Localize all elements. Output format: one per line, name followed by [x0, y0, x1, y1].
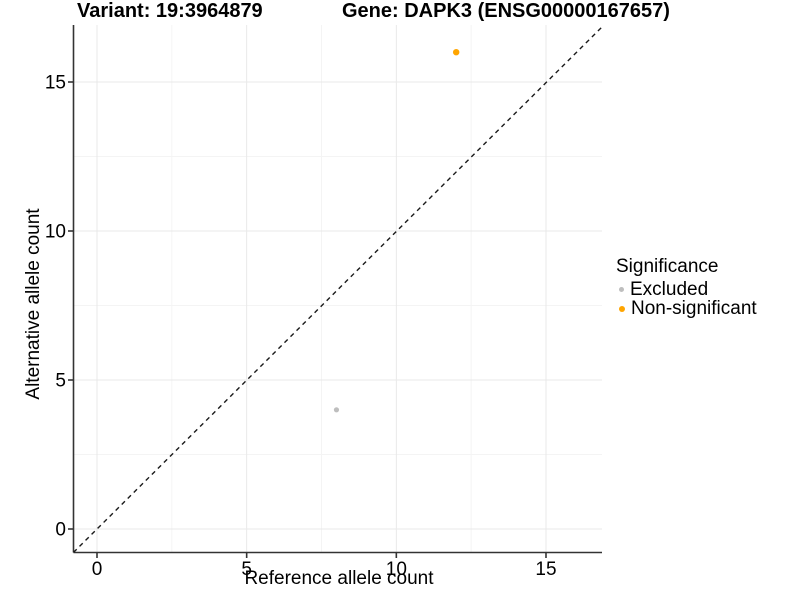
legend-dot-icon — [619, 287, 624, 292]
identity-dashed-line — [73, 26, 603, 553]
legend-title: Significance — [616, 256, 719, 277]
x-axis-title: Reference allele count — [244, 568, 434, 589]
plot-title-variant: Variant: 19:3964879 — [77, 0, 263, 22]
x-tick-label: 15 — [535, 559, 556, 580]
plot-title-gene: Gene: DAPK3 (ENSG00000167657) — [342, 0, 670, 22]
y-tick-label: 5 — [55, 371, 66, 392]
legend: Significance Excluded Non-significant — [616, 256, 757, 318]
y-axis-title: Alternative allele count — [23, 208, 44, 400]
x-tick-label: 0 — [92, 559, 103, 580]
y-tick-label: 15 — [45, 73, 66, 94]
x-tick-label: 5 — [241, 559, 252, 580]
y-tick-label: 10 — [45, 222, 66, 243]
legend-item-non-significant: Non-significant — [616, 299, 757, 318]
legend-dot-icon — [619, 305, 625, 312]
x-tick-label: 10 — [386, 559, 407, 580]
y-tick-label: 0 — [55, 520, 66, 541]
legend-items: Excluded Non-significant — [616, 280, 757, 318]
legend-item-label: Non-significant — [631, 298, 757, 319]
data-point-non-significant — [452, 49, 460, 56]
legend-item-label: Excluded — [630, 279, 709, 300]
legend-item-excluded: Excluded — [616, 280, 757, 299]
data-point-excluded — [333, 407, 340, 413]
